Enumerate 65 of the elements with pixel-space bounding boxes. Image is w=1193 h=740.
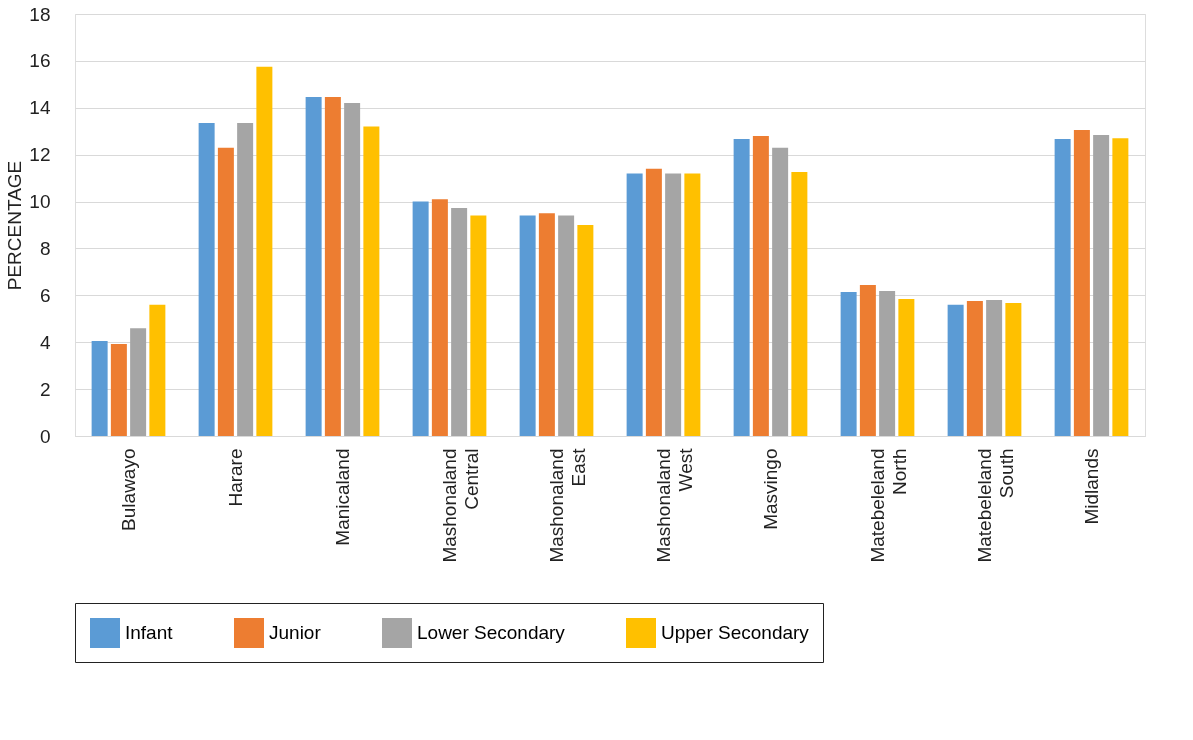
bar: [110, 344, 127, 436]
y-tick-label: 6: [39, 284, 51, 306]
y-tick-label: 4: [39, 331, 51, 353]
bar: [470, 215, 487, 436]
bar: [1054, 138, 1071, 436]
x-tick-label: Mashonaland East: [545, 447, 589, 563]
bar: [733, 138, 750, 436]
bar: [305, 96, 322, 436]
bar: [538, 213, 555, 436]
bar: [1093, 134, 1110, 436]
bar: [645, 168, 662, 436]
x-tick-label: Mashonaland Central: [438, 448, 482, 563]
bar: [198, 123, 215, 436]
bar: [412, 201, 429, 436]
bar: [840, 292, 857, 436]
bar: [772, 147, 789, 436]
y-tick-label: 12: [29, 144, 51, 166]
bar: [344, 103, 361, 436]
bar: [363, 126, 380, 436]
x-tick-label: Matebeleland North: [866, 448, 910, 563]
y-tick-label: 10: [29, 191, 51, 213]
bar: [947, 304, 964, 436]
bar: [237, 123, 254, 436]
y-tick-label: 16: [29, 50, 51, 72]
bar: [217, 147, 234, 436]
bar: [451, 207, 468, 436]
x-tick-label: Masvingo: [759, 448, 781, 530]
bar: [879, 290, 896, 436]
bar: [684, 173, 701, 436]
y-tick-label: 8: [39, 237, 51, 259]
bar: [791, 172, 808, 436]
bar: [966, 300, 983, 436]
bar: [558, 215, 575, 436]
y-axis-title: PERCENTAGE: [4, 160, 26, 291]
bar: [1073, 130, 1090, 436]
x-tick-label: Mashonaland West: [652, 447, 696, 563]
x-tick-label: Bulawayo: [117, 448, 139, 531]
bar: [519, 215, 536, 436]
y-tick-label: 2: [39, 378, 51, 400]
bar: [1005, 303, 1022, 436]
x-tick-label: Matebeleland South: [973, 448, 1017, 563]
bar: [324, 96, 341, 436]
bar: [431, 199, 448, 436]
bar: [149, 304, 166, 436]
bar: [91, 341, 108, 436]
legend-label: Junior: [269, 622, 322, 643]
x-tick-label: Harare: [224, 448, 246, 507]
x-tick-label: Manicaland: [331, 448, 353, 546]
bar: [1112, 138, 1129, 436]
y-tick-label: 0: [39, 425, 51, 447]
legend-label: Infant: [125, 622, 174, 643]
bar: [626, 173, 643, 436]
bar: [859, 285, 876, 436]
y-tick-label: 14: [29, 97, 51, 119]
bar: [256, 66, 273, 436]
legend-label: Upper Secondary: [661, 622, 810, 643]
bar: [577, 225, 594, 436]
bar: [665, 173, 682, 436]
bar: [130, 328, 147, 436]
y-tick-label: 18: [29, 3, 51, 25]
x-tick-label: Midlands: [1080, 448, 1102, 525]
bar: [752, 135, 769, 436]
legend-label: Lower Secondary: [417, 622, 566, 643]
bar: [986, 300, 1003, 436]
bar: [898, 299, 915, 436]
